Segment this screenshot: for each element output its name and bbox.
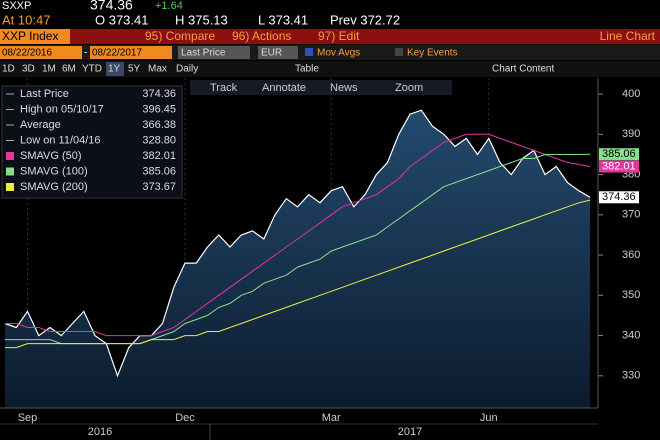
year-label: 2017 xyxy=(398,426,422,438)
menu-bar xyxy=(0,29,660,44)
y-tick-label: 350 xyxy=(622,289,640,301)
y-tick-label: 400 xyxy=(622,88,640,100)
tool-btn[interactable]: Zoom xyxy=(395,82,423,94)
legend-name: Last Price xyxy=(20,88,69,100)
x-tick-label: Sep xyxy=(18,412,38,424)
mov-avgs: Mov Avgs xyxy=(317,48,360,59)
legend-value: 396.45 xyxy=(142,103,176,115)
key-events: Key Events xyxy=(407,48,458,59)
price: 374.36 xyxy=(90,0,133,13)
mov-avgs-check[interactable] xyxy=(305,48,313,56)
period-btn[interactable]: 3D xyxy=(22,64,35,75)
start-date: 08/22/2016 xyxy=(2,48,52,59)
legend-value: 385.06 xyxy=(142,165,176,177)
period-active[interactable] xyxy=(106,62,124,76)
legend-swatch xyxy=(6,183,14,191)
compare-menu[interactable]: 95) Compare xyxy=(145,29,215,43)
period-btn[interactable]: 1M xyxy=(42,64,56,75)
x-tick-label: Dec xyxy=(175,412,195,424)
chart-kind: Line Chart xyxy=(600,29,656,43)
index: XXP Index xyxy=(2,29,58,43)
toolbar xyxy=(190,80,452,95)
dash: - xyxy=(84,48,87,59)
legend xyxy=(1,85,183,199)
period-btn[interactable]: 1Y xyxy=(108,64,121,75)
value-tag-label: 374.36 xyxy=(602,191,636,203)
legend-name: SMAVG (200) xyxy=(20,181,88,193)
value-tag xyxy=(599,148,639,161)
chart-content[interactable]: Chart Content xyxy=(492,64,554,75)
value-tag xyxy=(599,160,639,173)
y-tick-label: 340 xyxy=(622,329,640,341)
field-select[interactable] xyxy=(178,46,250,59)
index-field[interactable] xyxy=(0,29,70,44)
legend-name: Low on 11/04/16 xyxy=(20,134,101,146)
change: +1.64 xyxy=(155,0,183,12)
legend-name: SMAVG (50) xyxy=(20,150,82,162)
series-line xyxy=(4,109,591,378)
table-btn[interactable]: Table xyxy=(295,64,319,75)
value-tag xyxy=(599,191,639,204)
tool-btn[interactable]: News xyxy=(330,82,358,94)
period-btn[interactable]: 1D xyxy=(2,64,15,75)
legend-value: 366.38 xyxy=(142,119,176,131)
end-date: 08/22/2017 xyxy=(92,48,142,59)
year-label: 2016 xyxy=(88,426,112,438)
start-field[interactable] xyxy=(0,46,82,59)
y-tick-label: 330 xyxy=(622,370,640,382)
high: H 375.13 xyxy=(175,12,228,27)
legend-value: 373.67 xyxy=(142,181,176,193)
x-tick-label: Jun xyxy=(480,412,498,424)
legend-swatch xyxy=(6,152,14,160)
time: At 10:47 xyxy=(2,12,50,27)
actions-menu[interactable]: 96) Actions xyxy=(232,29,291,43)
low: L 373.41 xyxy=(258,12,308,27)
period-bar xyxy=(0,61,660,77)
edit-menu[interactable]: 97) Edit xyxy=(318,29,360,43)
legend-value: 374.36 xyxy=(142,88,176,100)
open: O 373.41 xyxy=(95,12,149,27)
period-btn[interactable]: 5Y xyxy=(128,64,141,75)
prev: Prev 372.72 xyxy=(330,12,400,27)
period-btn[interactable]: 6M xyxy=(62,64,76,75)
x-tick-label: Mar xyxy=(322,412,341,424)
ticker: SXXP xyxy=(2,0,31,12)
legend-name: High on 05/10/17 xyxy=(20,103,104,115)
frequency[interactable]: Daily xyxy=(176,64,198,75)
legend-value: 328.80 xyxy=(142,134,176,146)
value-tag-label: 385.06 xyxy=(602,148,636,160)
series-line xyxy=(5,133,591,337)
period-btn[interactable]: YTD xyxy=(82,64,102,75)
currency: EUR xyxy=(261,48,282,59)
legend-swatch xyxy=(6,167,14,176)
y-tick-label: 370 xyxy=(622,209,640,221)
price-area xyxy=(5,110,590,408)
value-tag-label: 382.01 xyxy=(602,160,636,172)
period-btn[interactable]: Max xyxy=(148,64,167,75)
key-events-check[interactable] xyxy=(395,48,403,56)
legend-name: Average xyxy=(20,119,61,131)
y-tick-label: 360 xyxy=(622,249,640,261)
series-line xyxy=(5,199,591,349)
legend-name: SMAVG (100) xyxy=(20,165,88,177)
end-field[interactable] xyxy=(90,46,172,59)
legend-value: 382.01 xyxy=(142,150,176,162)
field: Last Price xyxy=(181,48,226,59)
y-tick-label: 390 xyxy=(622,128,640,140)
tool-btn[interactable]: Track xyxy=(210,82,238,94)
tool-btn[interactable]: Annotate xyxy=(262,82,306,94)
currency-select[interactable] xyxy=(258,46,298,59)
